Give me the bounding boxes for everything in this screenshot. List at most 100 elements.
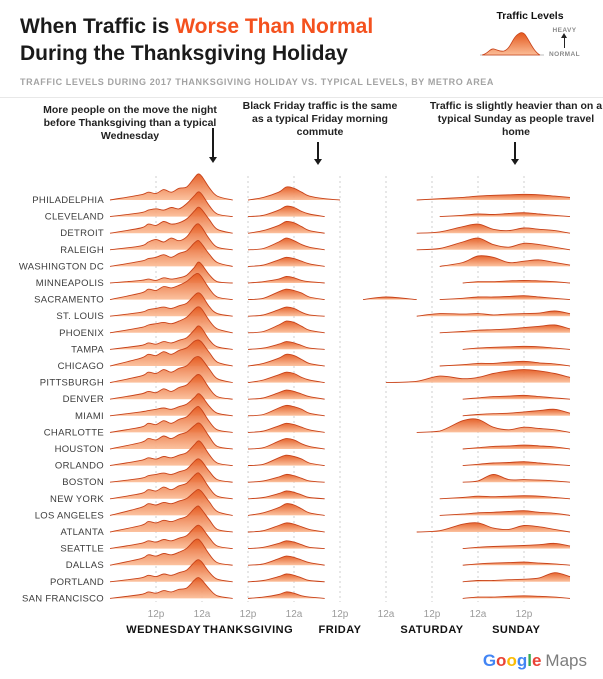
city-ridge-fill [110,489,233,516]
city-ridge-line [109,292,233,317]
legend-heavy-label: HEAVY [552,27,577,34]
annotation-wednesday-arrow-icon [209,127,216,163]
city-label: PHILADELPHIA [32,195,104,206]
city-ridge-line [462,561,571,566]
city-ridge-line [109,373,233,400]
tick-label: 12p [332,609,349,620]
city-ridge-line [109,505,233,533]
city-ridge-line [462,473,571,483]
tick-label: 12p [516,609,533,620]
city-ridge-line [247,437,325,450]
city-ridge-fill [248,306,325,316]
city-ridge-fill [110,356,233,383]
city-ridge-fill [462,395,570,399]
city-ridge-line [109,223,233,250]
city-ridge-fill [248,205,325,217]
city-ridge-fill [462,595,570,599]
city-label: PITTSBURGH [40,377,104,388]
day-label: SATURDAY [400,624,463,636]
city-label: PHOENIX [59,328,104,339]
city-ridge-fill [416,310,570,316]
annotations-band: More people on the move the night before… [0,98,603,172]
city-ridge-line [247,490,325,499]
city-ridge-line [416,223,571,234]
city-ridge-line [439,509,571,516]
city-ridge-line [247,186,341,201]
city-ridge-line [247,540,325,549]
city-ridge-fill [110,273,233,300]
city-ridge-line [109,261,233,284]
city-ridge-line [247,340,325,350]
city-ridge-fill [248,503,325,516]
city-ridge-fill [386,369,570,383]
title-line2: During the Thanksgiving Holiday [20,41,348,65]
day-label: WEDNESDAY [126,624,201,636]
city-ridge-fill [110,223,233,250]
city-label: ORLANDO [55,460,104,471]
city-ridge-line [109,206,233,234]
city-ridge-line [247,205,325,217]
city-ridge-fill [416,223,570,233]
legend-up-arrow-icon [560,33,568,48]
city-label: PORTLAND [50,577,104,588]
city-ridge-line [416,418,571,433]
city-ridge-fill [248,237,325,250]
city-ridge-line [462,394,571,400]
city-ridge-line [109,538,233,566]
chart-area: 12p 12a 12p 12a 12p 12a 12p 12a 12p WEDNESDAY THAN… [0,172,603,638]
subtitle: TRAFFIC LEVELS DURING 2017 THANKSGIVING … [20,76,494,87]
city-ridge-line [109,472,233,499]
tick-label: 12p [240,609,257,620]
tick-label: 12a [470,609,487,620]
city-label: WASHINGTON DC [19,261,104,272]
city-ridge-line [109,392,233,416]
city-ridge-line [247,237,325,250]
city-ridge-fill [462,280,570,283]
city-ridge-fill [110,440,233,466]
day-label: THANKSGIVING [203,624,293,636]
city-ridge-fill [462,474,570,482]
city-ridge-line [109,559,233,582]
city-ridge-line [247,256,325,267]
city-ridge-line [462,571,571,582]
city-ridge-line [385,368,571,383]
city-ridge-line [247,371,325,383]
city-ridge-fill [462,444,570,449]
city-label: RALEIGH [60,245,104,256]
city-ridge-fill [248,389,325,399]
city-label: DETROIT [60,228,104,239]
city-label: ATLANTA [61,527,105,538]
city-ridge-fill [248,405,325,416]
city-ridge-line [109,272,233,300]
city-ridge-line [462,460,571,466]
city-ridge-fill [248,186,340,200]
tick-label: 12a [378,609,395,620]
header: When Traffic is Worse Than Normal During… [0,0,603,98]
day-label: SUNDAY [492,624,541,636]
city-ridge-fill [416,522,570,532]
city-label: MIAMI [75,411,104,422]
city-label: ST. LOUIS [56,311,104,322]
city-label: TAMPA [71,344,104,355]
city-label: HOUSTON [55,444,104,455]
city-ridge-line [247,404,325,416]
legend-ridge-icon [480,31,545,55]
city-ridge-line [247,502,325,516]
title-highlight: Worse Than Normal [175,15,374,38]
city-ridge-line [439,294,571,300]
city-ridge-fill [248,221,325,233]
city-ridge-fill [110,577,233,599]
city-ridge-fill [439,361,570,366]
city-ridge-line [462,408,571,416]
city-ridge-line [462,542,571,549]
city-ridge-fill [416,194,570,200]
city-ridge-line [462,345,571,350]
city-ridge-line [109,355,233,383]
tick-label: 12a [286,609,303,620]
city-ridge-fill [248,371,325,383]
city-ridge-fill [462,346,570,350]
city-ridge-fill [248,257,325,267]
city-ridge-line [247,220,325,234]
city-ridge-fill [416,418,570,433]
city-ridge-line [416,237,571,250]
